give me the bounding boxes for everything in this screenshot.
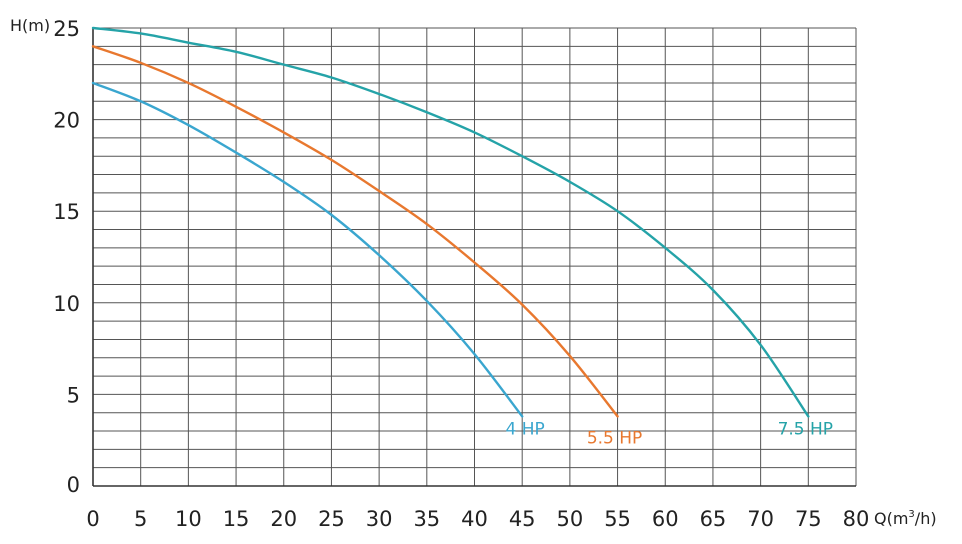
x-tick-label: 65 bbox=[700, 507, 727, 531]
y-tick-label: 10 bbox=[53, 292, 80, 316]
curves: 4 HP 5.5 HP 7.5 HP bbox=[91, 26, 833, 448]
grid bbox=[92, 27, 857, 487]
series-line-7-5-hp bbox=[91, 26, 810, 418]
x-tick-label: 75 bbox=[795, 507, 822, 531]
x-axis-label: Q(m3/h) bbox=[874, 509, 937, 528]
series-label-4-hp: 4 HP bbox=[506, 419, 545, 439]
series-line-4-hp bbox=[91, 81, 524, 418]
y-tick-label: 15 bbox=[53, 200, 80, 224]
x-tick-label: 45 bbox=[509, 507, 536, 531]
x-tick-label: 35 bbox=[413, 507, 440, 531]
tick-labels: 0 5 10 15 20 25 30 35 40 45 50 55 60 65 70 75 80 0 5 10 15 20… bbox=[53, 17, 869, 531]
series-label-5-5-hp: 5.5 HP bbox=[587, 428, 642, 448]
y-tick-label: 0 bbox=[67, 473, 80, 497]
x-tick-label: 5 bbox=[134, 507, 147, 531]
x-tick-label: 80 bbox=[843, 507, 870, 531]
series-line-5-5-hp bbox=[91, 45, 619, 418]
x-tick-label: 60 bbox=[652, 507, 679, 531]
x-tick-label: 55 bbox=[604, 507, 631, 531]
x-tick-label: 40 bbox=[461, 507, 488, 531]
x-tick-label: 30 bbox=[366, 507, 393, 531]
y-tick-label: 5 bbox=[67, 383, 80, 407]
x-tick-label: 20 bbox=[270, 507, 297, 531]
x-tick-label: 50 bbox=[557, 507, 584, 531]
x-tick-label: 10 bbox=[175, 507, 202, 531]
x-tick-label: 15 bbox=[223, 507, 250, 531]
y-tick-label: 25 bbox=[53, 17, 80, 41]
y-tick-label: 20 bbox=[53, 109, 80, 133]
x-tick-label: 70 bbox=[747, 507, 774, 531]
series-label-7-5-hp: 7.5 HP bbox=[778, 419, 833, 439]
x-tick-label: 0 bbox=[86, 507, 99, 531]
y-axis-label: H(m) bbox=[10, 16, 50, 35]
x-tick-label: 25 bbox=[318, 507, 345, 531]
